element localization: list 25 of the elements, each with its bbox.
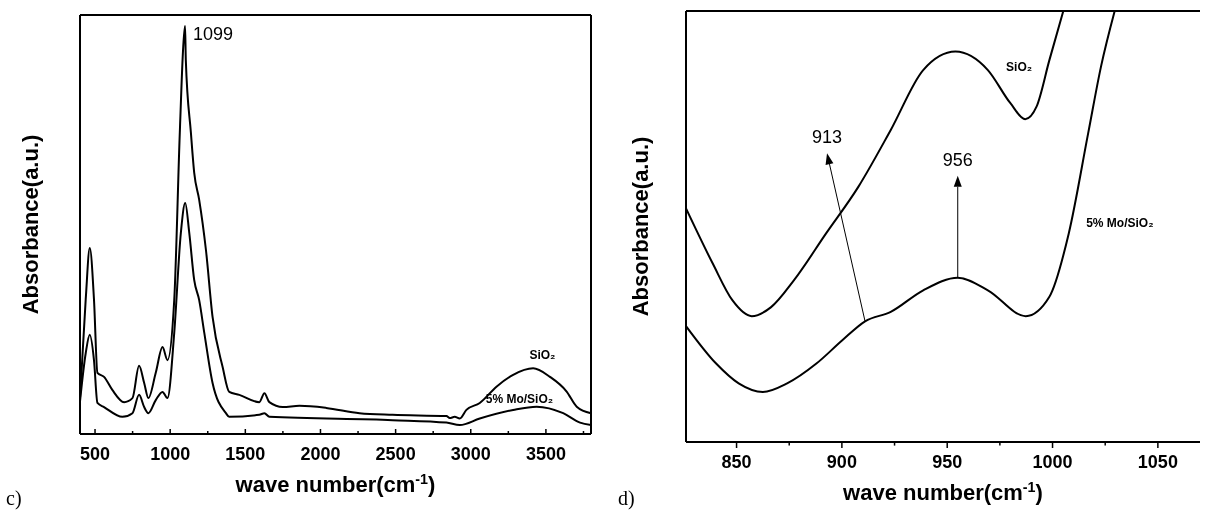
x-tick-label: 2000	[300, 444, 341, 464]
x-tick-label: 3000	[450, 444, 491, 464]
x-tick-label: 850	[721, 452, 752, 472]
x-tick-label: 1500	[225, 444, 266, 464]
y-axis-title: Absorbance(a.u.)	[628, 136, 653, 317]
x-tick-label: 2500	[375, 444, 416, 464]
annotation: 956	[942, 149, 973, 170]
x-tick-label: 500	[80, 444, 111, 464]
text: c)	[6, 487, 22, 510]
series-label: SiO₂	[529, 347, 556, 362]
annotation: 1099	[193, 24, 234, 45]
x-tick-label: 900	[826, 452, 857, 472]
series-label: 5% Mo/SiO₂	[1086, 215, 1154, 230]
y-axis-title: Absorbance(a.u.)	[18, 134, 43, 315]
x-tick-label: 1000	[150, 444, 191, 464]
text: d)	[618, 487, 635, 510]
x-tick-label: 950	[932, 452, 963, 472]
series-label: SiO₂	[1006, 60, 1033, 75]
x-tick-label: 1050	[1137, 452, 1178, 472]
series-label: 5% Mo/SiO₂	[485, 391, 554, 406]
x-axis-title: wave number(cm$^{-1}$)	[234, 471, 436, 497]
x-tick-label: 3500	[525, 444, 566, 464]
annotation: 913	[812, 127, 843, 148]
x-tick-label: 1000	[1032, 452, 1073, 472]
x-axis-title: wave number(cm$^{-1}$)	[842, 479, 1043, 505]
